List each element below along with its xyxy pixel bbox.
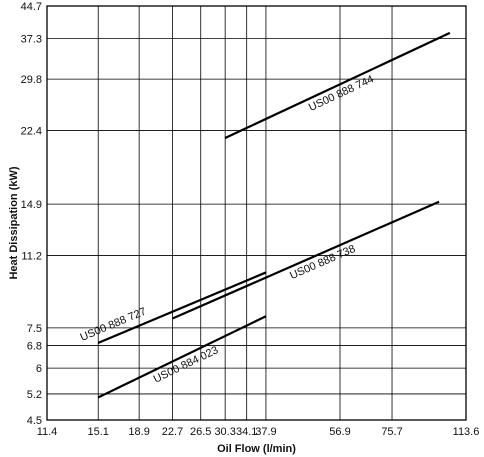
y-tick-label: 22.4	[21, 126, 42, 138]
y-tick-label: 44.7	[21, 1, 42, 13]
y-tick-label: 6.8	[27, 341, 42, 353]
y-tick-label: 5.2	[27, 389, 42, 401]
y-tick-label: 14.9	[21, 199, 42, 211]
x-tick-label: 11.4	[37, 426, 58, 438]
y-tick-label: 6	[36, 363, 42, 375]
x-tick-label: 26.5	[190, 426, 211, 438]
x-axis-title: Oil Flow (l/min)	[217, 443, 296, 455]
series-label: US00 888 727	[79, 306, 149, 344]
y-tick-label: 7.5	[27, 323, 42, 335]
x-tick-label: 37.9	[255, 426, 276, 438]
series-line	[97, 271, 267, 344]
series-line	[172, 200, 440, 320]
series-label: US00 884 023	[152, 344, 221, 385]
x-tick-label: 15.1	[88, 426, 109, 438]
grid	[47, 6, 466, 420]
plot-frame	[46, 5, 467, 421]
series-lines	[97, 31, 451, 399]
x-tick-label: 75.7	[381, 426, 402, 438]
x-tick-label: 56.9	[329, 426, 350, 438]
x-tick-label: 34.1	[236, 426, 257, 438]
y-axis-title: Heat Dissipation (kW)	[8, 166, 20, 279]
x-tick-label: 113.6	[453, 426, 480, 438]
y-tick-label: 11.2	[21, 251, 42, 263]
y-axis-ticks: 4.5 5.2 6 6.8 7.5 11.2 14.9 22.4 29.8 37.3 44.7	[21, 1, 42, 427]
y-tick-label: 29.8	[21, 74, 42, 86]
x-axis-ticks: 11.4 15.1 18.9 22.7 26.5 30.3 34.137.9 56.9 75.7…	[37, 426, 480, 438]
series-line	[224, 31, 451, 139]
x-tick-label: 30.3	[214, 426, 235, 438]
series-line	[97, 315, 267, 399]
x-tick-label: 22.7	[162, 426, 183, 438]
x-tick-label: 18.9	[128, 426, 149, 438]
y-tick-label: 4.5	[27, 415, 42, 427]
y-tick-label: 37.3	[21, 34, 42, 46]
